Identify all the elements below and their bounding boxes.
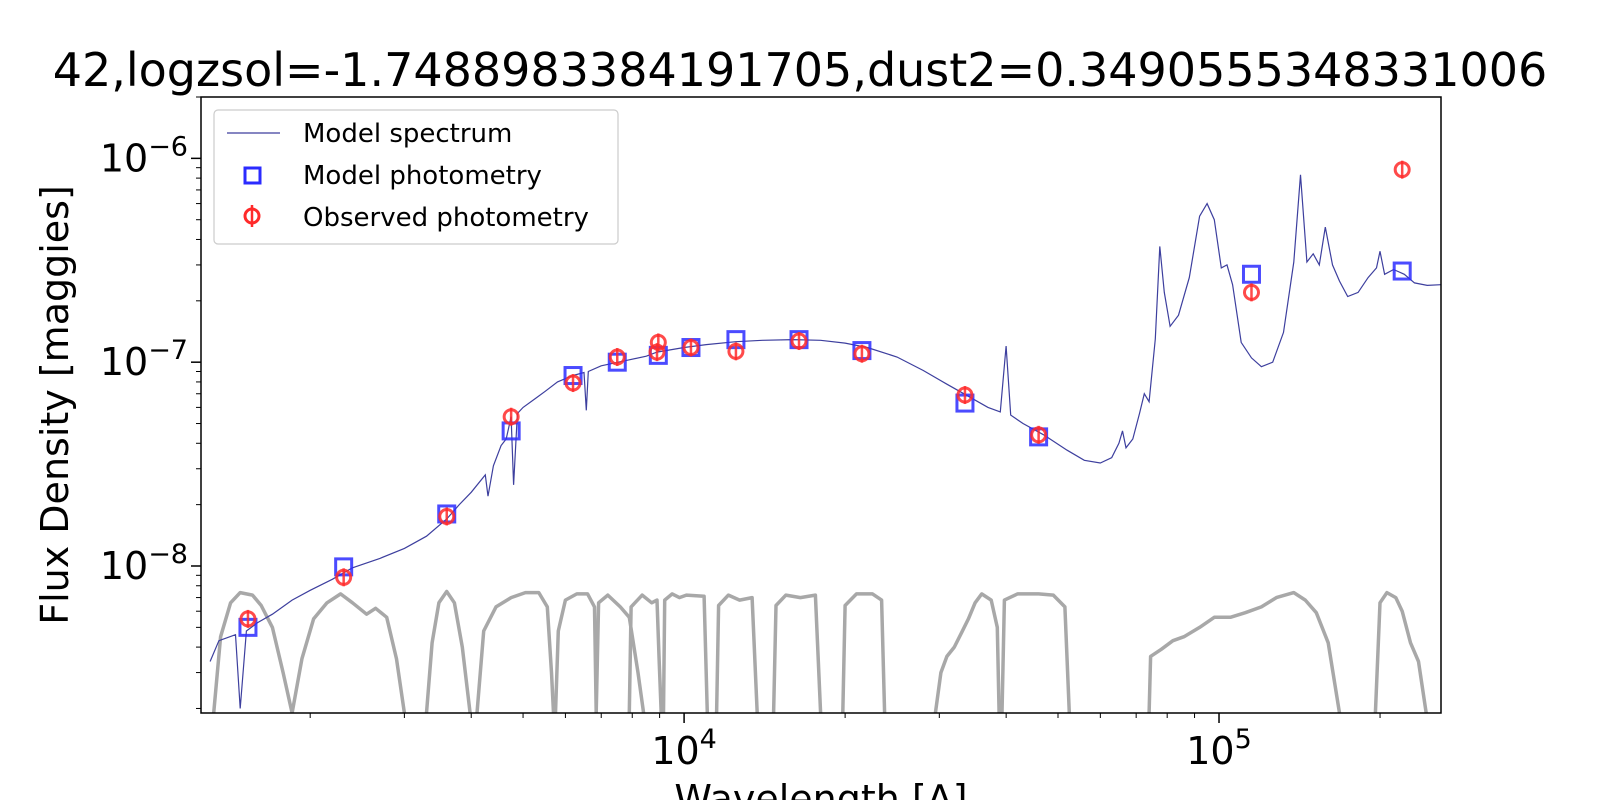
legend-box: [213, 109, 619, 245]
plot-frame: [200, 96, 1442, 714]
model-photometry-marker: [1392, 261, 1412, 281]
observed-photometry-marker: [335, 568, 353, 586]
model-spectrum-line: [209, 174, 1441, 709]
filter-curve: [1373, 590, 1428, 713]
x-tick-label: 105: [1186, 724, 1252, 773]
observed-photometry-marker: [727, 342, 745, 360]
observed-photometry-marker: [608, 348, 626, 366]
filter-curve: [1147, 590, 1342, 713]
legend-label-observed-photometry: Observed photometry: [303, 203, 589, 233]
chart-title: 42,logzsol=-1.7488983384191705,dust2=0.3…: [53, 43, 1548, 97]
legend-swatch-model-photometry: [243, 166, 262, 185]
axis-ticks: 104 105 10−6 10−7 10−8: [100, 96, 1381, 773]
filter-curve: [627, 593, 663, 713]
observed-photometry-marker: [1242, 283, 1260, 301]
model-photometry-marker: [1241, 264, 1261, 284]
observed-photometry-marker: [682, 339, 700, 357]
y-tick-label: 10−8: [100, 539, 188, 588]
model-spectrum-layer: [209, 174, 1441, 709]
observed-photometry-marker: [1030, 426, 1048, 444]
filter-curve: [211, 590, 294, 713]
observed-photometry-marker: [438, 507, 456, 525]
observed-photometry-marker: [956, 386, 974, 404]
observed-photometry-layer: [239, 160, 1411, 628]
legend-label-model-spectrum: Model spectrum: [303, 119, 512, 149]
legend-swatch-observed-photometry: [243, 205, 261, 227]
filter-curves: [211, 589, 1428, 713]
y-tick-label: 10−6: [100, 131, 188, 180]
filter-curve: [714, 593, 759, 713]
filter-curve: [424, 589, 472, 713]
filter-curve: [933, 592, 1001, 713]
observed-photometry-marker: [648, 343, 666, 361]
observed-photometry-marker: [564, 374, 582, 392]
observed-photometry-marker: [790, 332, 808, 350]
observed-photometry-marker: [853, 345, 871, 363]
filter-curve: [1000, 592, 1072, 713]
filter-curve: [594, 593, 646, 713]
filter-curve: [841, 592, 887, 713]
observed-photometry-marker: [502, 408, 520, 426]
filter-curve: [475, 590, 556, 713]
observed-photometry-marker: [649, 333, 667, 351]
filter-curve: [661, 592, 710, 713]
legend: Model spectrum Model photometry Observed…: [213, 109, 619, 245]
observed-photometry-marker: [1393, 161, 1411, 179]
filter-curve: [771, 593, 823, 713]
y-tick-label: 10−7: [100, 335, 188, 384]
legend-circle-marker: [243, 207, 261, 225]
x-axis-label: Wavelength [A]: [674, 777, 967, 800]
filter-curve: [553, 592, 598, 713]
filter-curve: [290, 592, 407, 713]
observed-photometry-marker: [239, 610, 257, 628]
x-tick-label: 104: [651, 724, 717, 773]
y-axis-label: Flux Density [maggies]: [33, 185, 77, 625]
legend-label-model-photometry: Model photometry: [303, 161, 542, 191]
